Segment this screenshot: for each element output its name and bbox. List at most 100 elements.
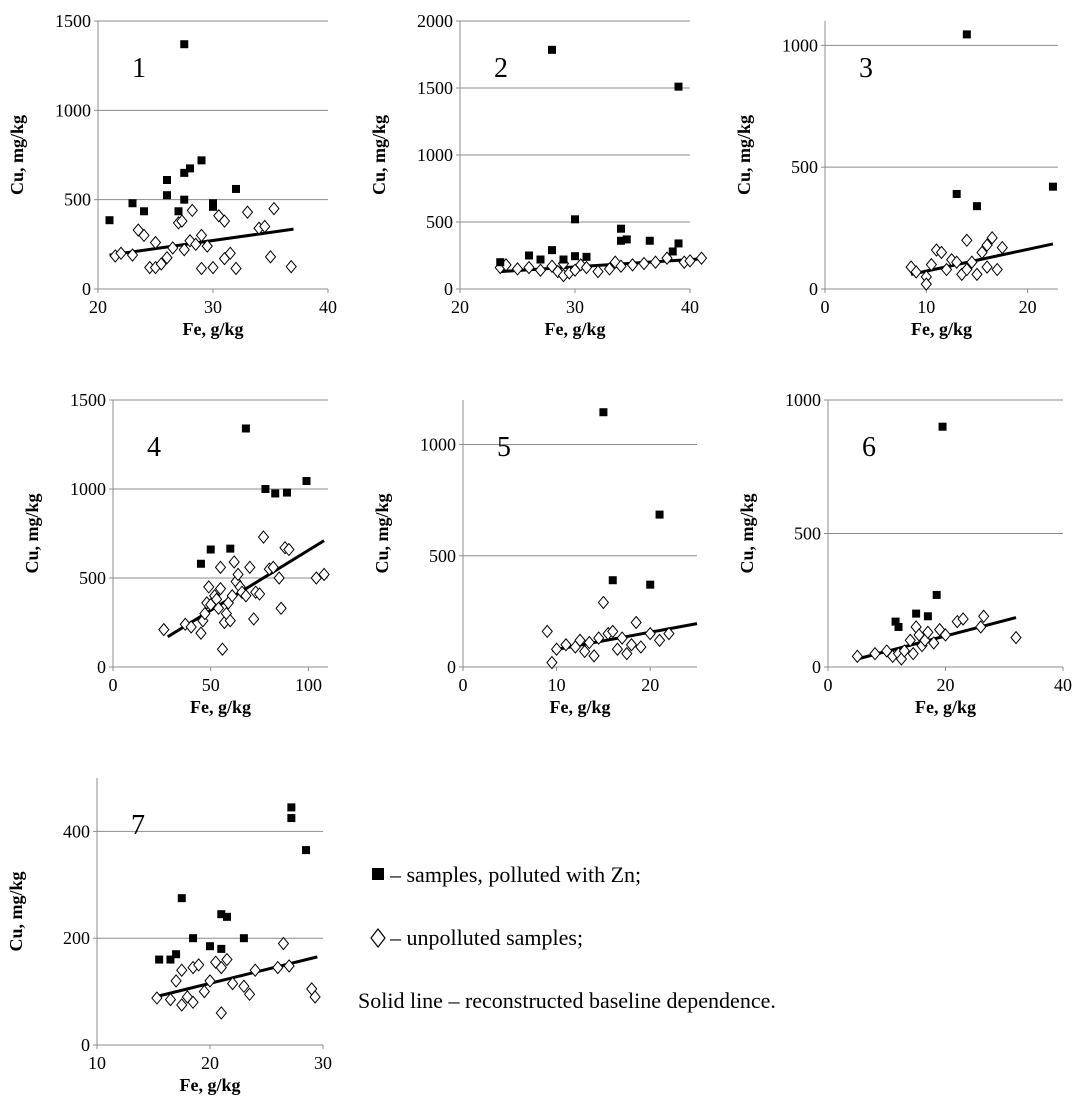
unpolluted-point	[226, 976, 239, 991]
legend: – samples, polluted with Zn; – unpollute…	[358, 862, 776, 1013]
unpolluted-point	[272, 960, 284, 975]
y-axis-title: Cu, mg/kg	[6, 871, 26, 951]
unpolluted-point	[940, 262, 953, 277]
unpolluted-point	[550, 642, 563, 656]
x-tick-label: 40	[681, 297, 699, 317]
polluted-point	[571, 252, 579, 261]
unpolluted-point	[592, 264, 604, 279]
unpolluted-point	[939, 628, 952, 642]
unpolluted-point	[996, 240, 1008, 255]
y-axis-title: Cu, mg/kg	[737, 493, 757, 573]
polluted-point	[668, 247, 677, 256]
y-tick-label: 1000	[785, 390, 821, 410]
unpolluted-point	[695, 251, 708, 265]
x-tick-label: 10	[548, 675, 566, 695]
unpolluted-point	[224, 613, 236, 628]
unpolluted-point	[851, 649, 864, 664]
polluted-point	[128, 199, 137, 208]
unpolluted-point	[975, 620, 987, 634]
unpolluted-point	[922, 625, 934, 640]
unpolluted-point	[579, 644, 591, 659]
polluted-point	[105, 216, 114, 225]
unpolluted-point	[249, 963, 261, 978]
unpolluted-point	[164, 992, 177, 1007]
unpolluted-point	[213, 208, 225, 223]
unpolluted-point	[635, 640, 647, 654]
polluted-point	[923, 612, 932, 621]
y-tick-label: 0	[444, 279, 453, 299]
y-tick-label: 500	[426, 212, 453, 232]
polluted-point	[548, 45, 556, 54]
unpolluted-point	[257, 530, 270, 544]
unpolluted-point	[644, 626, 656, 641]
polluted-point	[222, 912, 231, 921]
unpolluted-point	[966, 255, 978, 269]
unpolluted-point	[204, 974, 216, 988]
unpolluted-point	[981, 238, 993, 252]
unpolluted-point	[991, 262, 1003, 277]
x-tick-label: 20	[937, 675, 955, 695]
unpolluted-point	[275, 601, 287, 616]
polluted-point	[180, 168, 189, 177]
x-tick-label: 100	[295, 675, 322, 695]
unpolluted-point	[957, 612, 969, 626]
polluted-point	[1048, 182, 1057, 191]
y-tick-label: 500	[429, 546, 456, 566]
unpolluted-point	[176, 998, 188, 1012]
unpolluted-point	[259, 219, 271, 234]
unpolluted-point	[981, 260, 993, 274]
unpolluted-point	[649, 255, 662, 269]
unpolluted-point	[626, 258, 639, 272]
y-tick-label: 1000	[70, 479, 106, 499]
panel-number: 7	[131, 810, 145, 841]
polluted-point	[891, 617, 900, 626]
unpolluted-point	[167, 241, 179, 255]
x-tick-label: 20	[89, 297, 107, 317]
y-tick-label: 1000	[782, 35, 818, 55]
unpolluted-point	[201, 239, 213, 253]
polluted-point	[174, 207, 183, 216]
panel-number: 5	[497, 432, 511, 463]
chart-panel-1: 0 500 1000 1500 20 30 40 Fe, g/kg Cu, mg/kg 1	[7, 11, 337, 339]
unpolluted-point	[574, 633, 586, 648]
polluted-point	[655, 510, 664, 519]
polluted-point	[271, 489, 280, 498]
unpolluted-point	[1010, 630, 1022, 645]
unpolluted-point	[597, 595, 610, 610]
polluted-point	[186, 164, 194, 173]
polluted-point	[163, 176, 171, 185]
y-tick-label: 1500	[417, 78, 453, 98]
unpolluted-point	[607, 624, 619, 639]
unpolluted-point	[283, 542, 295, 557]
polluted-point	[217, 910, 226, 919]
unpolluted-point	[214, 581, 227, 596]
y-axis-title: Cu, mg/kg	[734, 115, 754, 195]
unpolluted-point	[616, 631, 628, 645]
unpolluted-point	[928, 636, 940, 650]
unpolluted-point	[195, 626, 207, 640]
chart-panel-2: 0 500 1000 1500 2000 20 30 40 Fe, g/kg Cu, mg/kg 2	[369, 11, 708, 339]
unpolluted-point	[603, 262, 616, 276]
x-tick-label: 40	[319, 297, 337, 317]
y-tick-label: 500	[791, 157, 818, 177]
x-axis-title: Fe, g/kg	[180, 1075, 241, 1095]
polluted-point	[617, 224, 625, 233]
unpolluted-point	[910, 265, 922, 279]
chart-panel-4: 0 500 1000 1500 0 50 100 Fe, g/kg Cu, mg/kg 4	[22, 390, 330, 717]
polluted-point	[189, 934, 198, 943]
unpolluted-point	[283, 959, 295, 973]
unpolluted-point	[186, 203, 198, 218]
x-tick-label: 0	[109, 675, 118, 695]
unpolluted-point	[560, 637, 572, 652]
polluted-point	[177, 894, 186, 903]
x-axis-title: Fe, g/kg	[190, 697, 251, 717]
unpolluted-point	[318, 567, 330, 582]
unpolluted-point	[264, 250, 277, 264]
unpolluted-point	[907, 646, 919, 661]
unpolluted-point	[215, 1006, 227, 1020]
unpolluted-point	[244, 560, 256, 575]
x-axis-title: Fe, g/kg	[550, 697, 611, 717]
unpolluted-point	[684, 254, 696, 268]
polluted-point	[180, 40, 189, 49]
unpolluted-point	[621, 646, 633, 661]
